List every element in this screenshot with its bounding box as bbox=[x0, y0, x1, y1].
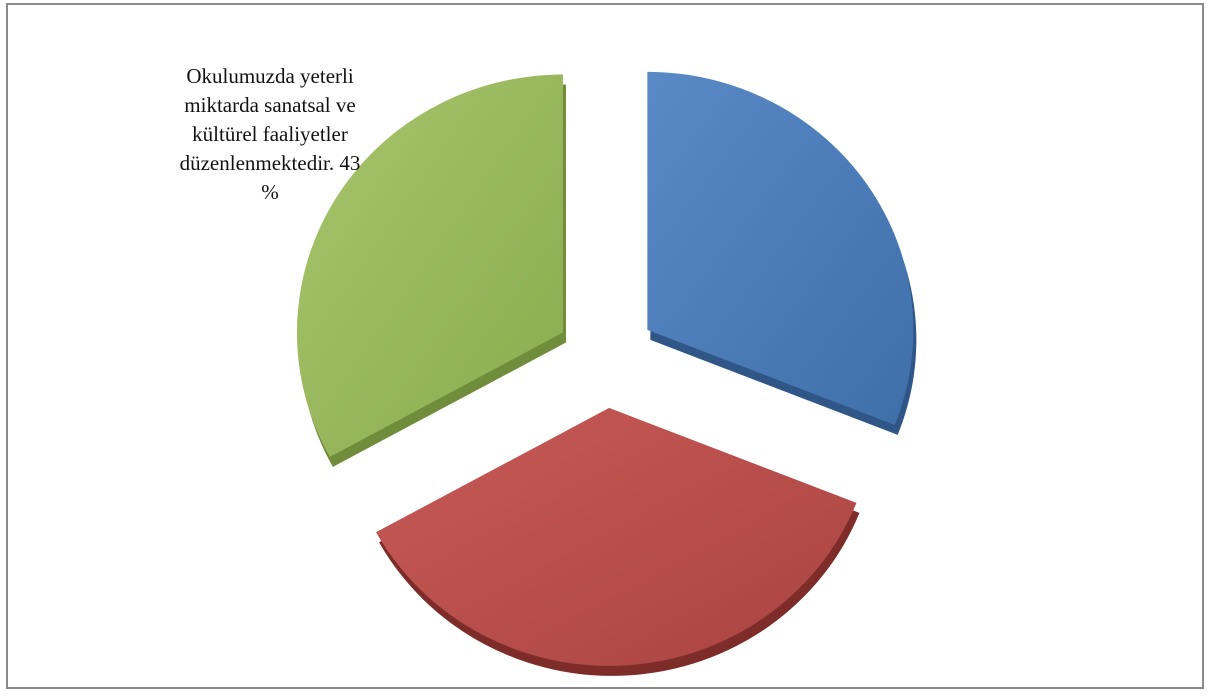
pie-slice-green[interactable] bbox=[296, 74, 563, 457]
slice-label-value: 43 bbox=[339, 151, 361, 175]
pie-slice-blue[interactable] bbox=[647, 71, 914, 425]
slice-label-unit: % bbox=[261, 180, 279, 204]
slice-label-green: Okulumuzda yeterli miktarda sanatsal ve … bbox=[150, 62, 390, 207]
slice-label-text: Okulumuzda yeterli miktarda sanatsal ve … bbox=[179, 64, 356, 175]
pie-slices bbox=[296, 71, 917, 676]
pie-slice-red[interactable] bbox=[376, 407, 857, 666]
